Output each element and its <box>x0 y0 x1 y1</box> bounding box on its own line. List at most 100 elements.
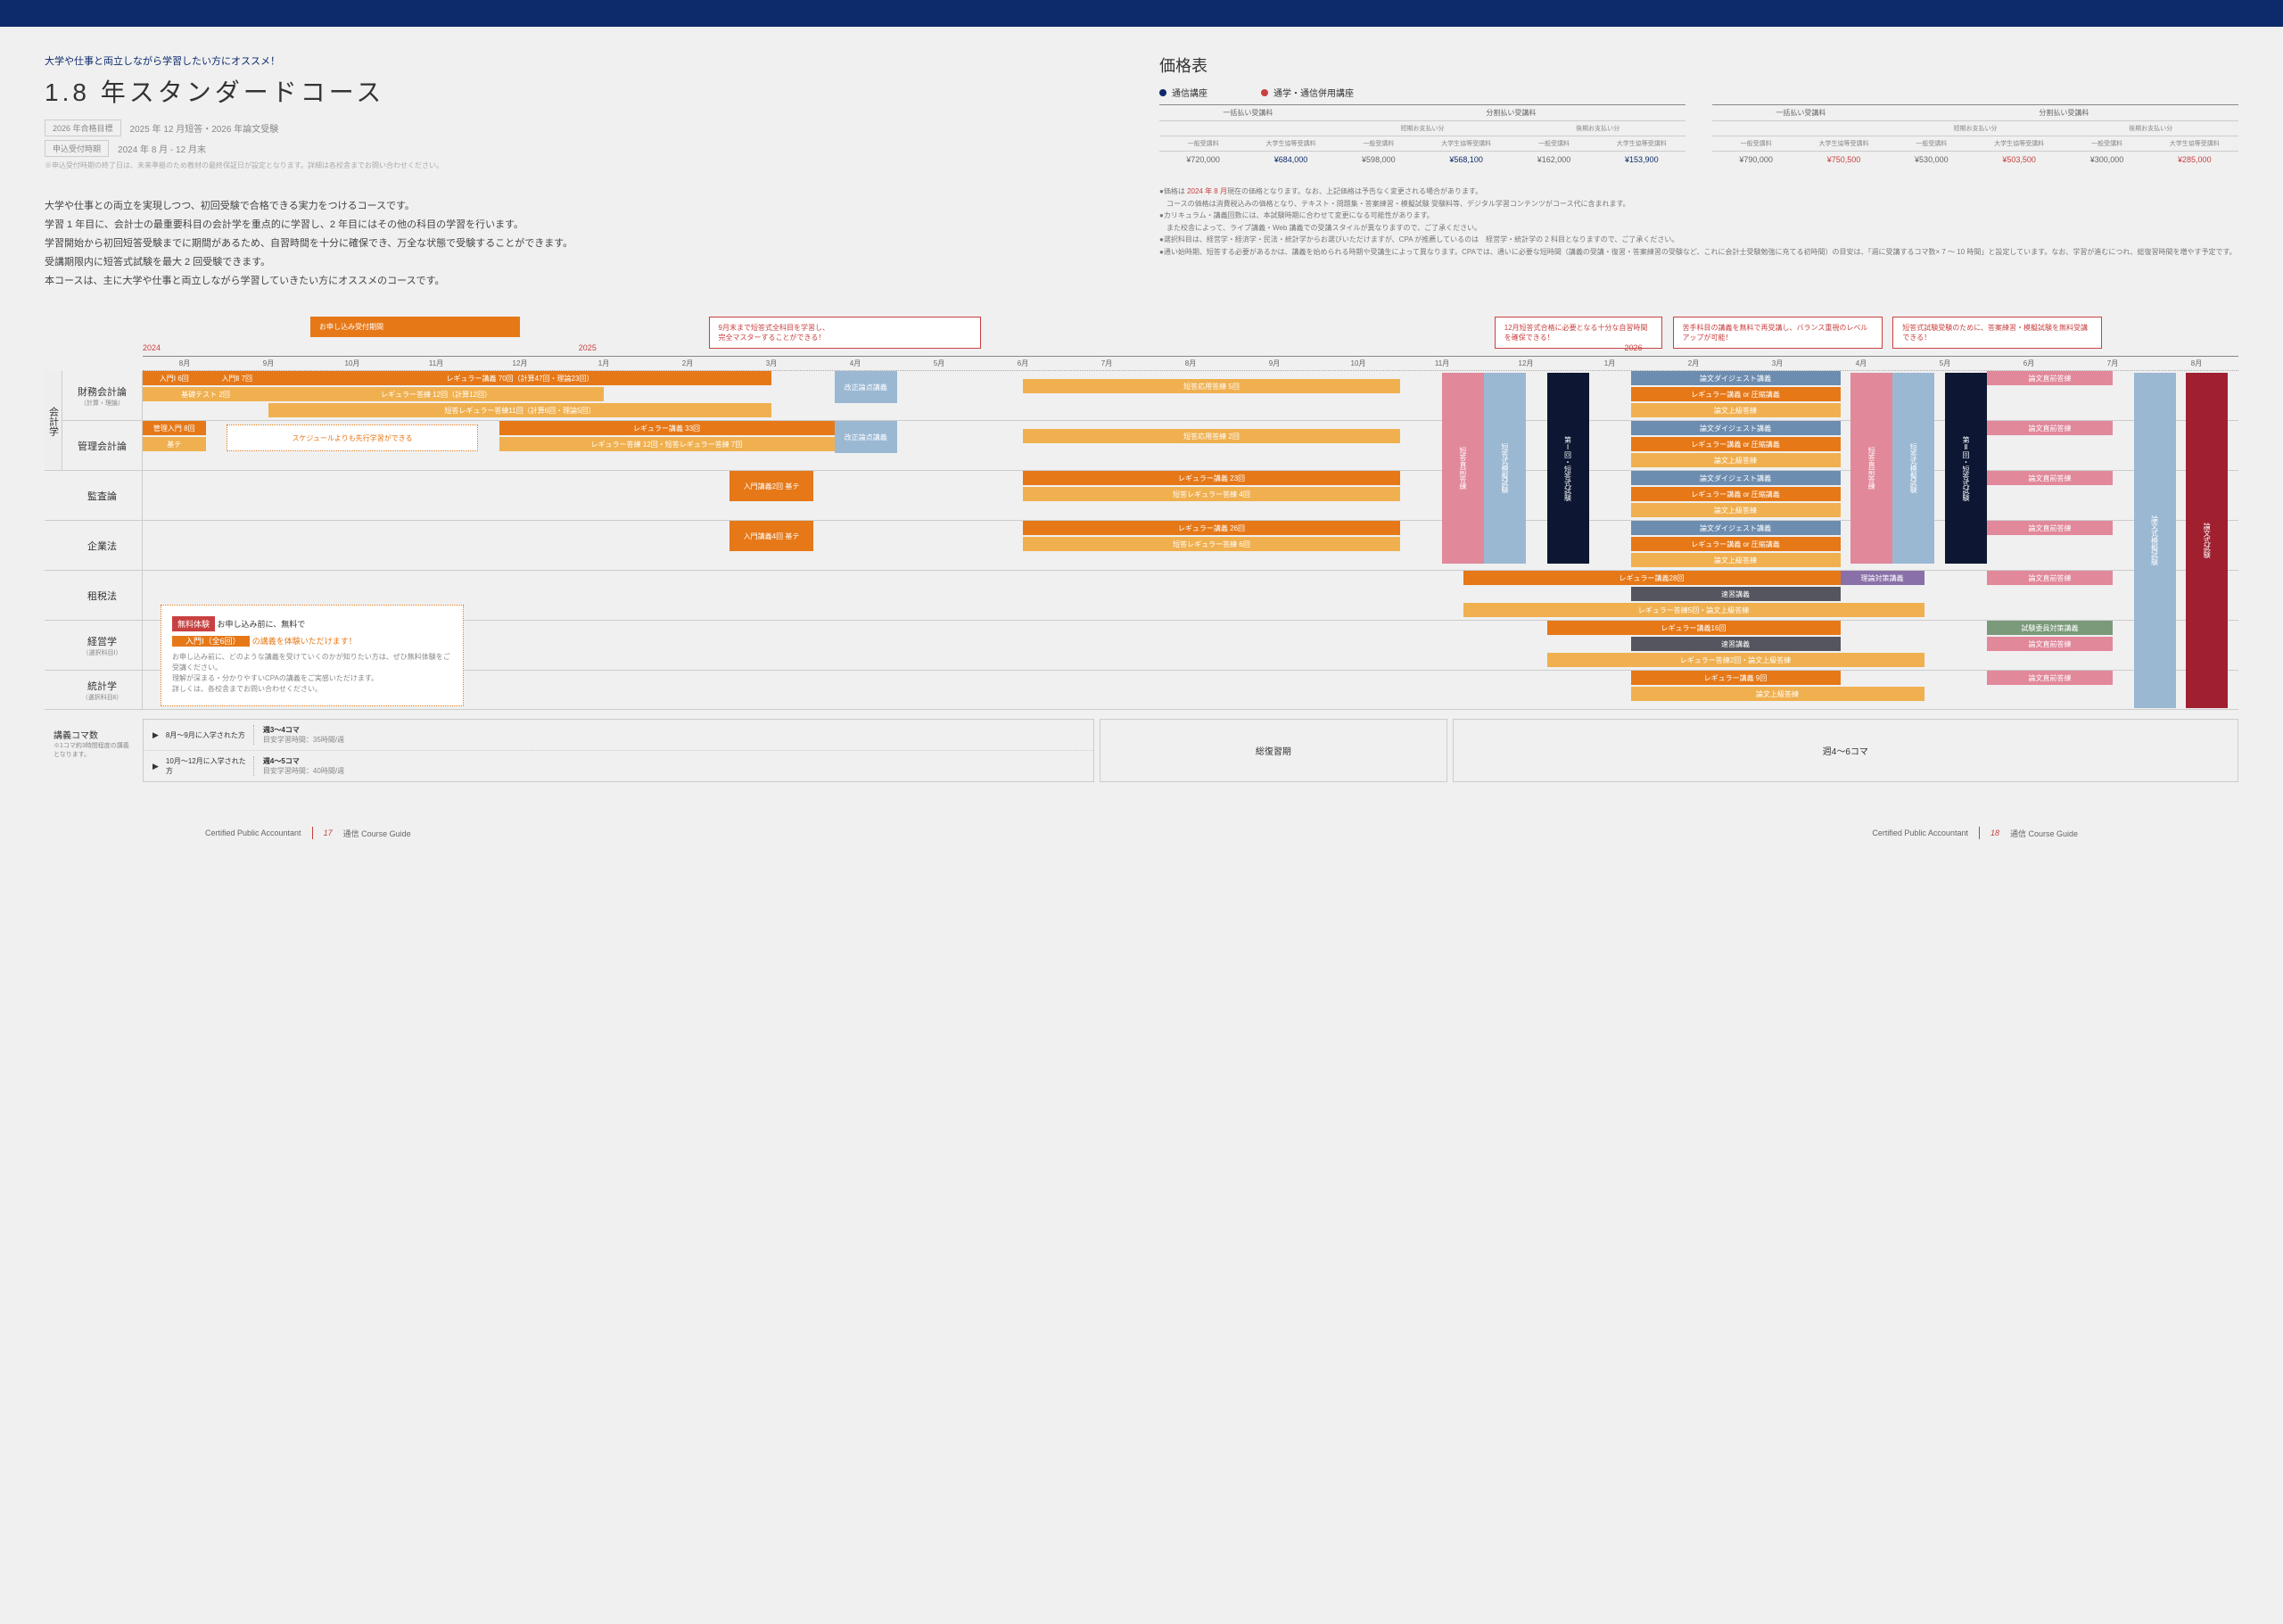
gantt-bar: レギュラー講義 or 圧縮講義 <box>1631 487 1841 501</box>
legend-dot-navy <box>1159 89 1166 96</box>
gantt-bar: レギュラー講義 33回 <box>499 421 835 435</box>
gantt-bar: レギュラー講義16回 <box>1547 621 1841 635</box>
month-cell: 10月 <box>310 359 394 368</box>
gantt-bar: 論文直前答練 <box>1987 637 2113 651</box>
gantt-bar: スケジュールよりも先行学習ができる <box>227 425 478 451</box>
month-cell: 3月 <box>729 359 813 368</box>
gantt-bar: 改正論点講義 <box>835 421 898 453</box>
year-label: 2024 <box>143 343 161 352</box>
gantt-bar: レギュラー講義 26回 <box>1023 521 1400 535</box>
timeline-callout: お申し込み受付期間 <box>310 317 520 337</box>
month-cell: 6月 <box>1987 359 2071 368</box>
gantt-bar: 短答レギュラー答練11回（計算6回・理論5回） <box>268 403 771 417</box>
legend-combined-label: 通学・通信併用講座 <box>1273 86 1354 99</box>
gantt-bar: 短答応用答練 2回 <box>1023 429 1400 443</box>
legend-dot-red <box>1261 89 1268 96</box>
footer-brand: Certified Public Accountant <box>1872 828 1968 837</box>
footer-right: Certified Public Accountant 18 通信 Course… <box>1872 827 2078 839</box>
month-cell: 4月 <box>1819 359 1903 368</box>
gantt-bar: 論文上級答練 <box>1631 553 1841 567</box>
gantt-bar: 速習講義 <box>1631 637 1841 651</box>
row-label: 監査論 <box>62 471 143 520</box>
month-cell: 6月 <box>981 359 1065 368</box>
gantt-row: 企業法 入門講義4回 基テ レギュラー講義 26回短答レギュラー答練 6回 論文ダイ… <box>45 521 2238 571</box>
gantt-bar: 基礎テスト 2回 <box>143 387 268 401</box>
gantt-bar: レギュラー答練5回・論文上級答練 <box>1463 603 1924 617</box>
footer-guide: 通信 Course Guide <box>2010 828 2078 839</box>
gantt-bar: 論文上級答練 <box>1631 503 1841 517</box>
gantt-bar: レギュラー講義 or 圧縮講義 <box>1631 537 1841 551</box>
gantt-bar: 理論対策講義 <box>1841 571 1924 585</box>
month-cell: 5月 <box>1903 359 1987 368</box>
footer-guide: 通信 Course Guide <box>343 828 411 839</box>
footer-divider <box>312 827 313 839</box>
timeline: お申し込み受付期間 9月末まで短答式全科目を学習し、完全マスターすることができる！… <box>45 317 2238 782</box>
tagline: 大学や仕事と両立しながら学習したい方にオススメ！ <box>45 54 1124 68</box>
month-cell: 4月 <box>813 359 897 368</box>
page-number-right: 18 <box>1990 828 1999 837</box>
row-label: 企業法 <box>62 521 143 570</box>
gantt-row: 財務会計論（計算・理論） 入門Ⅰ 6回入門Ⅱ 7回基礎テスト 2回レギュラー講義… <box>45 371 2238 421</box>
month-cell: 8月 <box>2155 359 2238 368</box>
gantt-bar: 論文直前答練 <box>1987 421 2113 435</box>
gantt-bar: 論文直前答練 <box>1987 371 2113 385</box>
row-label: 経営学（選択科目Ⅰ） <box>62 621 143 670</box>
page-number-left: 17 <box>324 828 333 837</box>
gantt-row: 管理会計論 管理入門 8回基テスケジュールよりも先行学習ができるレギュラー講義 … <box>45 421 2238 471</box>
gantt-bar: レギュラー答練 12回（計算12回） <box>268 387 604 401</box>
price-title: 価格表 <box>1159 54 2238 77</box>
month-cell: 8月 <box>143 359 227 368</box>
row-label: 統計学（選択科目Ⅱ） <box>62 671 143 709</box>
month-cell: 8月 <box>1149 359 1232 368</box>
gantt-bar: 論文上級答練 <box>1631 687 1924 701</box>
gantt-bar: 基テ <box>143 437 206 451</box>
gantt-bar: 入門講義2回 基テ <box>729 471 813 501</box>
gantt-bar: 論文直前答練 <box>1987 671 2113 685</box>
koma-label: 講義コマ数 ※1コマ約3時間程度の講義となります。 <box>45 719 143 782</box>
gantt-bar: 論文ダイジェスト講義 <box>1631 421 1841 435</box>
koma-item: ▶ 10月～12月に入学された方 週4～5コマ目安学習時間：40時間/週 <box>144 751 1093 781</box>
gantt-bar: 論文直前答練 <box>1987 521 2113 535</box>
legend-online: 通信講座 <box>1159 86 1207 99</box>
month-cell: 11月 <box>394 359 478 368</box>
gantt-bar: 短答レギュラー答練 6回 <box>1023 537 1400 551</box>
price-notes: ●価格は 2024 年 8 月現在の価格となります。なお、上記価格は予告なく変更… <box>1159 185 2238 259</box>
koma-items: ▶ 8月～9月に入学された方 週3～4コマ目安学習時間：35時間/週 ▶ 10月… <box>143 719 1094 782</box>
gantt-bar: 入門講義4回 基テ <box>729 521 813 551</box>
course-title: 1.8 年スタンダードコース <box>45 73 1124 109</box>
row-label: 租税法 <box>62 571 143 620</box>
month-cell: 12月 <box>478 359 562 368</box>
gantt-bar: 論文ダイジェスト講義 <box>1631 371 1841 385</box>
badge-target-text: 2025 年 12 月短答・2026 年論文受験 <box>130 121 279 135</box>
row-label: 管理会計論 <box>62 421 143 470</box>
tip-box: 無料体験 お申し込み前に、無料で 入門Ⅰ（全6回） の講義を体験いただけます！ … <box>161 605 464 706</box>
footer-divider <box>1979 827 1980 839</box>
koma-label-text: 講義コマ数 <box>54 728 134 741</box>
gantt-bar: レギュラー講義 9回 <box>1631 671 1841 685</box>
gantt-bar: 短答応用答練 5回 <box>1023 379 1400 393</box>
month-cell: 9月 <box>227 359 310 368</box>
gantt-row: 監査論 入門講義2回 基テレギュラー講義 23回短答レギュラー答練 4回論文ダイ… <box>45 471 2238 521</box>
gantt-bar: 論文ダイジェスト講義 <box>1631 471 1841 485</box>
gantt-bar: レギュラー講義 or 圧縮講義 <box>1631 387 1841 401</box>
header-fine-print: ※申込受付時期の終了日は、未来準拠のため教材の最終保証日が設定となります。詳細は… <box>45 161 1124 170</box>
timeline-callout: 苦手科目の講義を無料で再受講し、バランス重視のレベルアップが可能！ <box>1673 317 1883 349</box>
gantt-bar: 論文上級答練 <box>1631 403 1841 417</box>
legend-online-label: 通信講座 <box>1172 86 1207 99</box>
price-table: 一括払い受講料 分割払い受講料 短期お支払い分 後期お支払い分 一般受講料大学生… <box>1712 104 2238 168</box>
price-table: 一括払い受講料 分割払い受講料 短期お支払い分 後期お支払い分 一般受講料大学生… <box>1159 104 1685 168</box>
gantt-bar: 短答レギュラー答練 4回 <box>1023 487 1400 501</box>
timeline-callout: 短答式試験受験のために、答案練習・模擬試験を無料受講できる！ <box>1892 317 2102 349</box>
gantt-bar: レギュラー講義 70回（計算47回・理論23回） <box>268 371 771 385</box>
month-cell: 11月 <box>1400 359 1484 368</box>
footer-brand: Certified Public Accountant <box>205 828 301 837</box>
gantt-bar: 論文ダイジェスト講義 <box>1631 521 1841 535</box>
month-cell: 2月 <box>646 359 729 368</box>
gantt-bar: レギュラー講義 or 圧縮講義 <box>1631 437 1841 451</box>
row-label: 財務会計論（計算・理論） <box>62 371 143 420</box>
badge-period: 申込受付時期 <box>45 140 109 157</box>
month-cell: 9月 <box>1232 359 1316 368</box>
month-cell: 2月 <box>1652 359 1735 368</box>
timeline-callout: 9月末まで短答式全科目を学習し、完全マスターすることができる！ <box>709 317 982 349</box>
month-cell: 10月 <box>1316 359 1400 368</box>
